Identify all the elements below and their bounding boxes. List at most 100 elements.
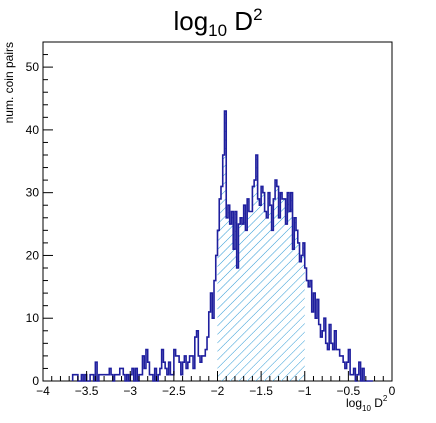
histogram-bin	[320, 337, 322, 381]
hatched-bin	[292, 249, 295, 381]
y-tick-label: 0	[32, 374, 39, 388]
hatched-bin	[287, 192, 290, 381]
hatched-bin	[220, 186, 224, 381]
hatched-bin	[234, 211, 237, 381]
hatched-bin	[144, 368, 146, 381]
hatched-bin	[264, 211, 267, 381]
hatched-bin	[275, 180, 278, 381]
hatched-region	[74, 111, 354, 381]
chart-title-sup: 2	[253, 5, 262, 24]
hatched-bin	[283, 198, 286, 381]
y-tick-label: 10	[26, 311, 40, 325]
hatched-bin	[204, 356, 206, 381]
hatched-bin	[261, 186, 264, 381]
hatched-bin	[294, 217, 297, 381]
x-axis-label-sup: 2	[383, 394, 388, 403]
hatched-bin	[248, 211, 251, 381]
x-axis-label-sub: 10	[362, 404, 371, 413]
histogram-bin	[144, 368, 146, 381]
hatched-bin	[74, 375, 76, 381]
hatched-bin	[271, 230, 274, 381]
hatched-bin	[255, 155, 258, 381]
hatched-bin	[250, 211, 253, 381]
hatched-bin	[226, 217, 229, 381]
histogram-bin	[350, 375, 352, 381]
x-axis-label-rest: D	[371, 396, 383, 410]
hatched-bin	[268, 192, 271, 381]
chart-title-sub: 10	[208, 21, 227, 40]
hatched-bin	[141, 375, 143, 381]
x-tick-label: −1.5	[249, 384, 273, 398]
hatched-bin	[290, 192, 293, 381]
histogram-bin	[336, 350, 338, 381]
hatched-bin	[312, 312, 314, 381]
hatched-bin	[238, 224, 241, 381]
x-tick-label: −1	[298, 384, 312, 398]
hatched-bin	[170, 375, 172, 381]
histogram-bin	[306, 281, 308, 381]
hatched-bin	[273, 198, 276, 381]
histogram-outline	[71, 110, 373, 382]
hatched-bin	[233, 249, 236, 381]
y-axis-label: num. coin pairs	[2, 42, 16, 123]
hatched-bin	[303, 242, 305, 381]
hatched-bin	[308, 287, 310, 381]
hatched-bin	[336, 350, 338, 381]
hatched-bin	[240, 217, 243, 381]
y-tick-label: 50	[26, 60, 40, 74]
hatched-bin	[352, 375, 354, 381]
y-axis-ticks: 0 10 20 30 40 50	[26, 41, 53, 388]
hatched-bin	[289, 211, 292, 381]
histogram-bin	[118, 375, 120, 381]
hatched-bin	[243, 205, 246, 381]
histogram-bin	[212, 318, 214, 381]
histogram-bin	[74, 375, 76, 381]
hatched-bin	[108, 375, 110, 381]
histogram-bin	[345, 368, 347, 381]
hatched-bin	[217, 230, 220, 381]
histogram-bin	[141, 375, 143, 381]
hatched-bin	[262, 192, 265, 381]
hatched-bin	[245, 230, 248, 381]
x-tick-label: −3	[123, 384, 137, 398]
hatched-bin	[176, 356, 178, 381]
hatched-bin	[241, 224, 244, 381]
histogram-bin	[176, 356, 178, 381]
histogram-bin	[327, 350, 329, 381]
chart-title-base: log	[173, 6, 208, 36]
histogram-bin	[315, 318, 317, 381]
hatched-bin	[236, 268, 239, 381]
hatched-bin	[106, 375, 108, 381]
hatched-bin	[101, 375, 103, 381]
x-tick-label: −3.5	[75, 384, 99, 398]
hatched-bin	[252, 186, 255, 381]
x-axis-ticks: −4 −3.5 −3 −2.5 −2 −1.5 −1 −0.5 0	[36, 371, 396, 398]
x-axis-label: log10 D2	[346, 394, 388, 413]
hatched-bin	[282, 198, 285, 381]
hatched-bin	[193, 368, 195, 381]
hatched-bin	[269, 205, 272, 381]
histogram-bin	[305, 268, 307, 381]
histogram-bin	[204, 356, 206, 381]
hatched-bin	[229, 224, 232, 381]
y-tick-label: 30	[26, 186, 40, 200]
hatched-bin	[276, 186, 279, 381]
hatched-bin	[327, 350, 329, 381]
hatched-bin	[345, 368, 347, 381]
x-tick-label: 0	[389, 384, 396, 398]
hatched-bin	[301, 255, 304, 381]
hatched-bin	[306, 281, 308, 381]
hatched-bin	[320, 337, 322, 381]
histogram-bin	[106, 375, 108, 381]
hatched-bin	[285, 224, 288, 381]
histogram-bin	[186, 368, 188, 381]
hatched-bin	[299, 261, 302, 381]
hatched-bin	[305, 268, 307, 381]
y-tick-label: 40	[26, 123, 40, 137]
hatched-bin	[296, 230, 299, 381]
hatched-bin	[259, 205, 262, 381]
y-tick-label: 20	[26, 248, 40, 262]
hatched-bin	[227, 205, 231, 381]
hatched-bin	[231, 211, 234, 381]
